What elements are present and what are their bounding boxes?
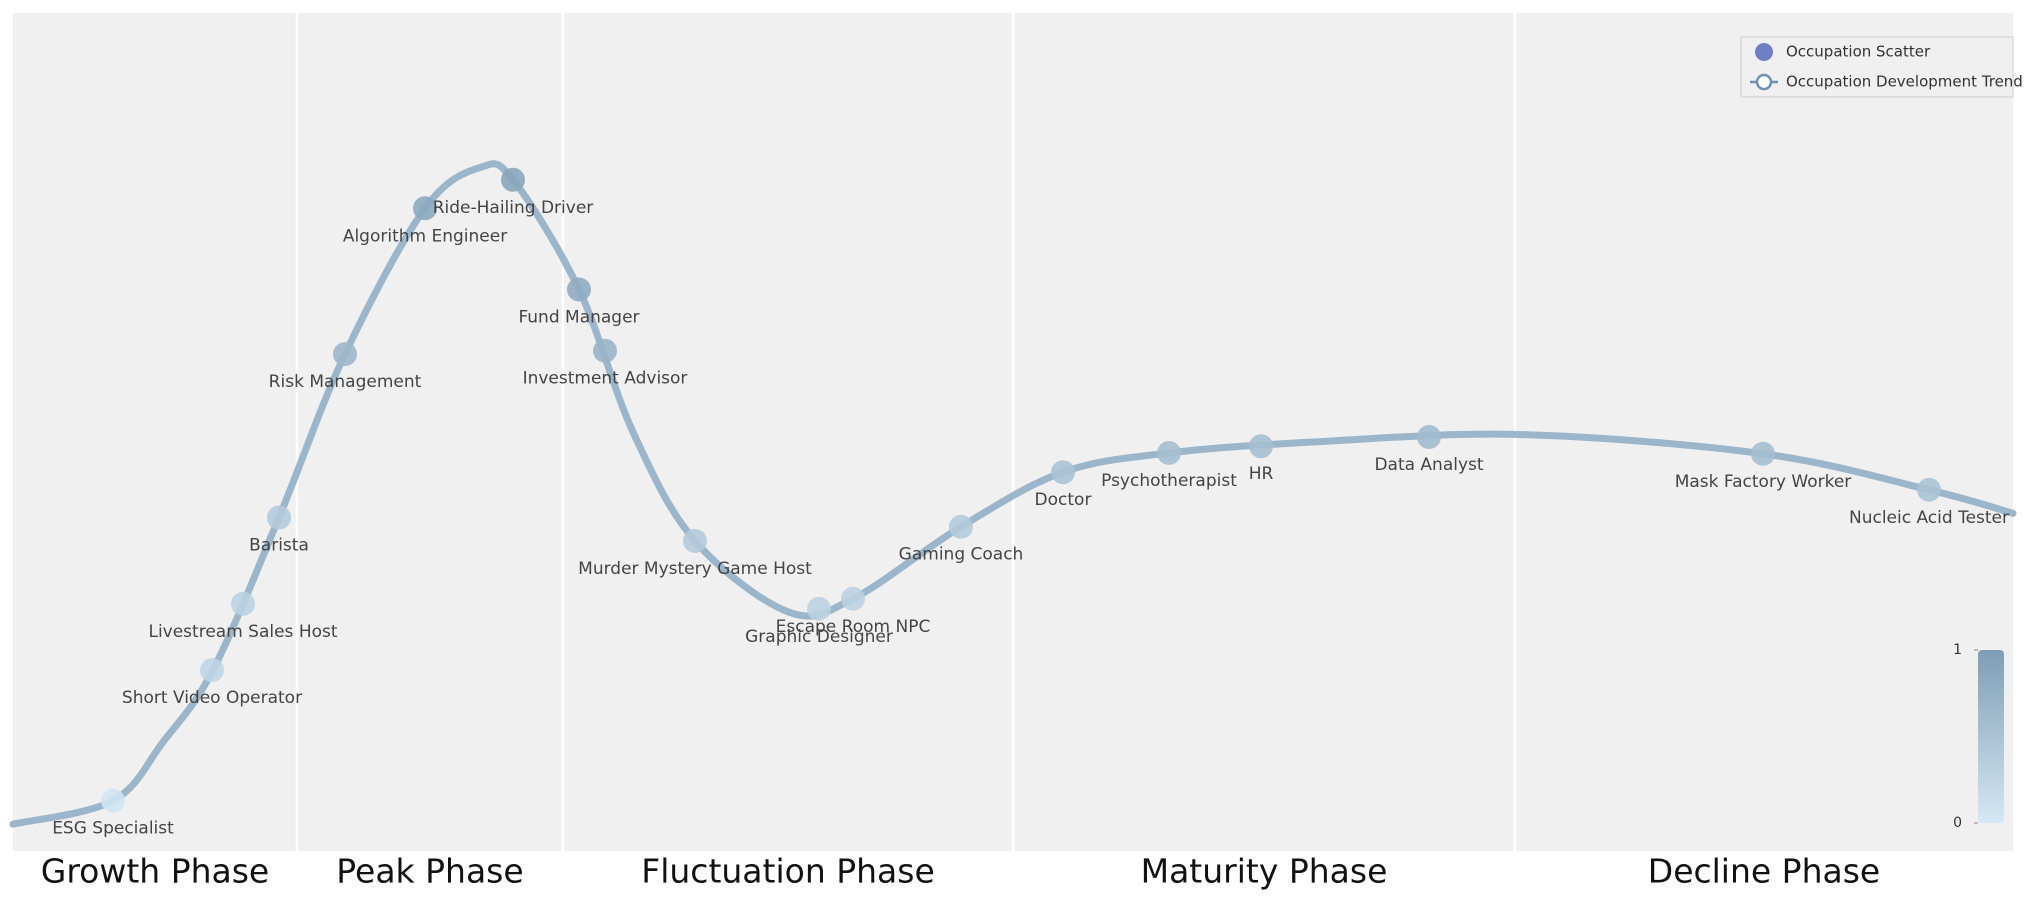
legend-label: Occupation Scatter bbox=[1786, 43, 1931, 61]
phase-label: Maturity Phase bbox=[1141, 852, 1388, 891]
phase-label: Decline Phase bbox=[1648, 852, 1880, 891]
point bbox=[501, 167, 525, 192]
point-label: Psychotherapist bbox=[1101, 471, 1237, 491]
point-label: Murder Mystery Game Host bbox=[578, 559, 812, 579]
colorbar bbox=[1978, 650, 2004, 823]
colorbar-tick-label: 0 bbox=[1953, 815, 1962, 831]
point-label: Risk Management bbox=[269, 372, 422, 392]
legend-marker bbox=[1755, 43, 1773, 61]
phase-label: Growth Phase bbox=[41, 852, 269, 891]
point-label: Short Video Operator bbox=[122, 688, 302, 708]
point-label: HR bbox=[1249, 464, 1274, 484]
point bbox=[841, 586, 865, 611]
point bbox=[101, 788, 125, 813]
point bbox=[567, 277, 591, 302]
point bbox=[333, 342, 357, 367]
point bbox=[1417, 425, 1441, 450]
point-label: Ride-Hailing Driver bbox=[433, 198, 594, 218]
phase-label: Fluctuation Phase bbox=[641, 852, 935, 891]
legend-box bbox=[1740, 36, 2014, 98]
point bbox=[1157, 440, 1181, 465]
phase-label: Peak Phase bbox=[336, 852, 523, 891]
point-label: Doctor bbox=[1035, 490, 1092, 510]
point-label: Escape Room NPC bbox=[776, 617, 931, 637]
point bbox=[200, 657, 224, 682]
point-label: Livestream Sales Host bbox=[148, 622, 337, 642]
point bbox=[1751, 441, 1775, 466]
point-label: Algorithm Engineer bbox=[343, 226, 507, 246]
point-label: Graphic Designer bbox=[745, 627, 893, 647]
point bbox=[807, 596, 831, 621]
point bbox=[267, 505, 291, 530]
point bbox=[231, 591, 255, 616]
point bbox=[683, 528, 707, 553]
point-label: Barista bbox=[249, 535, 309, 555]
point-label: ESG Specialist bbox=[52, 819, 174, 839]
point bbox=[593, 338, 617, 363]
point-label: Data Analyst bbox=[1374, 455, 1483, 475]
point-label: Fund Manager bbox=[518, 308, 639, 328]
legend-marker bbox=[1755, 73, 1773, 91]
point bbox=[413, 196, 437, 221]
point bbox=[1249, 434, 1273, 459]
point bbox=[949, 514, 973, 539]
point-label: Investment Advisor bbox=[523, 369, 688, 389]
point-label: Gaming Coach bbox=[899, 545, 1024, 565]
point bbox=[1917, 477, 1941, 502]
colorbar-tick-label: 1 bbox=[1953, 642, 1962, 658]
point bbox=[1051, 460, 1075, 485]
point-label: Nucleic Acid Tester bbox=[1849, 508, 2009, 528]
point-label: Mask Factory Worker bbox=[1675, 472, 1852, 492]
legend-label: Occupation Development Trend bbox=[1786, 73, 2023, 91]
